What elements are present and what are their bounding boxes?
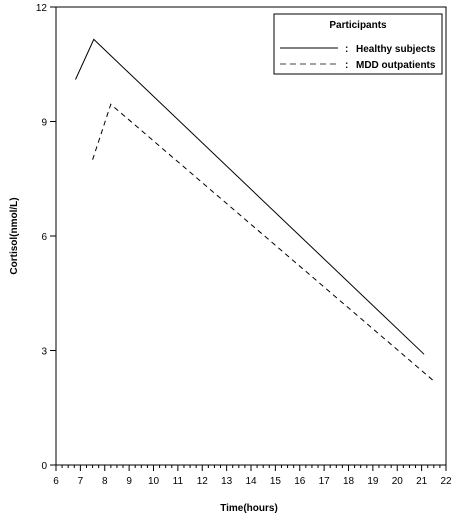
x-tick-label: 22 [440, 476, 452, 487]
plot-frame [55, 6, 447, 466]
y-axis-title: Cortisol(nmol/L) [9, 197, 20, 274]
series-line-mdd-outpatients [92, 103, 435, 382]
series-layer [75, 38, 435, 382]
y-tick-label: 12 [36, 3, 48, 14]
legend-prefix-healthy: : [345, 44, 348, 55]
legend-label-mdd: MDD outpatients [356, 60, 436, 71]
x-axis: 6 7 8 9 10 11 12 13 14 15 16 17 18 19 20 21 22 [53, 465, 452, 487]
x-tick-label: 14 [245, 476, 257, 487]
x-tick-label: 10 [148, 476, 160, 487]
y-tick-label: 3 [41, 347, 47, 358]
x-tick-label: 17 [319, 476, 331, 487]
x-tick-label: 12 [197, 476, 209, 487]
series-line-healthy-subjects [75, 38, 425, 355]
x-tick-label: 18 [343, 476, 355, 487]
x-tick-label: 13 [221, 476, 233, 487]
legend: Participants : Healthy subjects : MDD ou… [273, 13, 443, 75]
x-axis-title: Time(hours) [220, 503, 278, 514]
y-tick-label: 9 [41, 118, 47, 129]
x-tick-label: 9 [126, 476, 132, 487]
x-tick-label: 19 [367, 476, 379, 487]
x-tick-label: 11 [173, 476, 184, 487]
legend-prefix-mdd: : [345, 60, 348, 71]
x-tick-label: 20 [392, 476, 404, 487]
x-tick-label: 6 [53, 476, 59, 487]
legend-title: Participants [329, 20, 387, 31]
y-tick-label: 6 [41, 232, 47, 243]
x-tick-label: 15 [270, 476, 282, 487]
y-tick-label: 0 [41, 461, 47, 472]
x-tick-label: 7 [78, 476, 84, 487]
legend-label-healthy: Healthy subjects [356, 44, 436, 55]
y-axis: 0 3 6 9 12 [36, 3, 56, 472]
x-tick-label: 16 [294, 476, 306, 487]
x-tick-label: 21 [416, 476, 428, 487]
x-tick-label: 8 [102, 476, 108, 487]
